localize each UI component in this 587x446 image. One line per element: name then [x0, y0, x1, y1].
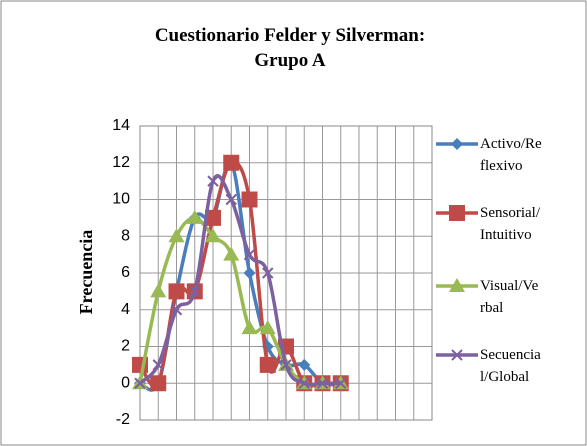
marker: [259, 320, 276, 335]
marker: [170, 304, 183, 316]
y-tick-label: 4: [121, 301, 130, 318]
marker: [205, 228, 221, 243]
marker: [451, 349, 463, 361]
marker: [298, 358, 311, 371]
y-tick-label: 0: [121, 374, 130, 391]
y-tick-label: 2: [121, 338, 130, 355]
marker: [262, 267, 274, 279]
marker: [335, 377, 347, 389]
y-tick-label: 10: [112, 191, 130, 208]
marker: [168, 228, 185, 243]
marker: [241, 191, 258, 208]
marker: [243, 267, 256, 279]
marker: [259, 356, 276, 373]
marker: [280, 359, 292, 371]
marker: [207, 175, 219, 187]
marker: [150, 375, 167, 392]
series: [134, 174, 347, 389]
marker: [243, 248, 256, 261]
marker: [189, 285, 201, 298]
marker: [152, 359, 164, 371]
legend-label: Secuencial/Global: [480, 347, 541, 385]
marker: [150, 283, 167, 298]
marker: [186, 209, 203, 224]
marker: [449, 278, 465, 292]
marker: [223, 154, 240, 171]
plot-border: [139, 125, 433, 421]
y-tick-label: 6: [121, 264, 130, 281]
marker: [316, 377, 329, 389]
marker: [168, 283, 185, 300]
y-tick-label: 14: [112, 117, 130, 134]
marker: [134, 377, 146, 389]
marker: [225, 193, 237, 206]
legend-label: Sensorial/Intuitivo: [480, 205, 540, 243]
marker: [205, 209, 221, 226]
y-tick-label: -2: [116, 411, 130, 428]
marker: [241, 320, 258, 335]
marker: [451, 138, 463, 150]
y-axis-label: Frecuencia: [76, 230, 96, 315]
y-tick-label: 8: [121, 227, 130, 244]
marker: [223, 246, 240, 261]
y-tick-label: 12: [112, 154, 130, 171]
marker: [298, 377, 310, 389]
marker: [449, 205, 465, 221]
legend-label: Activo/Reflexivo: [480, 136, 542, 174]
chart-title: Cuestionario Felder y Silverman: Grupo A: [155, 25, 425, 71]
legend-label: Visual/Verbal: [480, 278, 539, 316]
